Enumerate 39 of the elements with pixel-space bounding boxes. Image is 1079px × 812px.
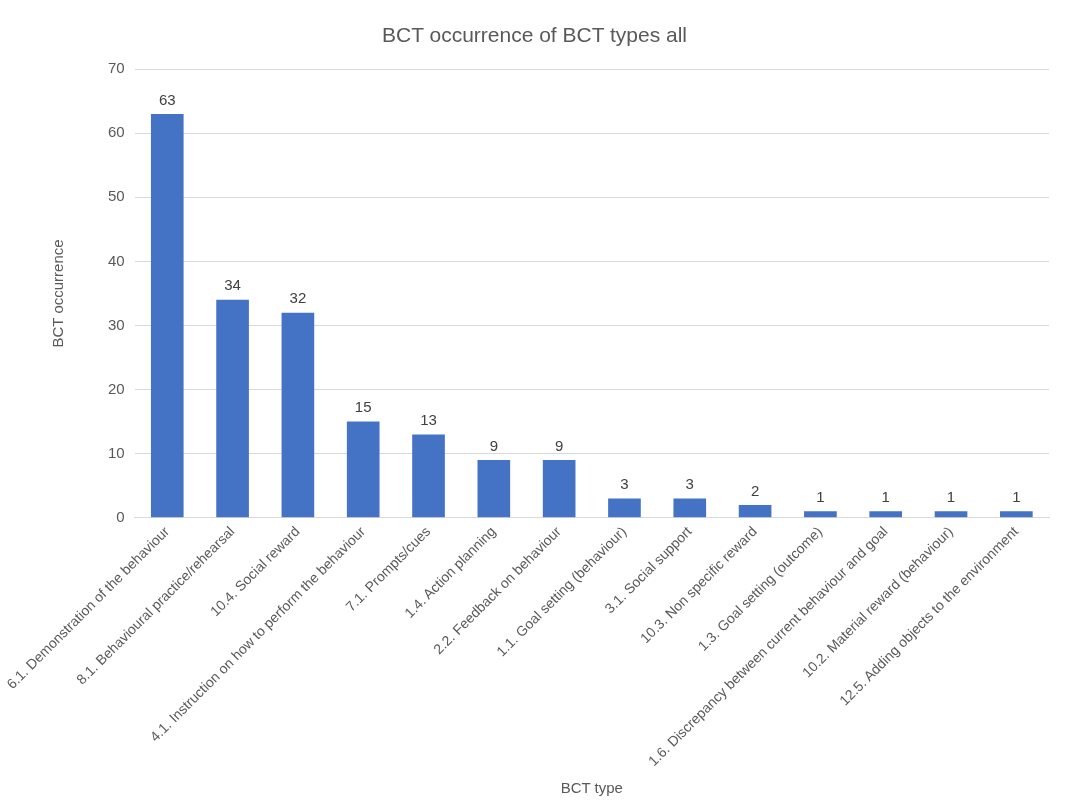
bar [216, 299, 249, 518]
bar [804, 511, 837, 518]
y-tick-label: 20 [107, 379, 125, 397]
bar [477, 460, 511, 518]
data-label: 9 [554, 436, 564, 454]
chart-title: BCT occurrence of BCT types all [381, 23, 688, 47]
y-tick-label: 40 [107, 251, 125, 269]
x-axis-title: BCT type [560, 779, 623, 797]
data-label: 1 [946, 487, 956, 505]
bar [281, 312, 315, 518]
y-axis-title: BCT occurrence [49, 239, 67, 348]
y-tick-label: 60 [107, 123, 125, 141]
bar [608, 498, 641, 518]
bar [346, 421, 380, 518]
data-label: 1 [881, 487, 890, 505]
data-label: 13 [420, 411, 437, 429]
bar [412, 434, 445, 518]
data-label: 34 [224, 276, 241, 294]
bar [934, 511, 968, 518]
bar [542, 460, 576, 518]
data-label: 63 [158, 90, 176, 108]
data-label: 1 [816, 487, 825, 505]
y-tick-label: 70 [107, 59, 125, 77]
y-tick-label: 30 [107, 315, 125, 333]
bar [869, 511, 903, 518]
data-label: 1 [1012, 487, 1021, 505]
y-tick-label: 50 [107, 187, 125, 205]
data-label: 3 [620, 475, 629, 493]
bar [738, 504, 772, 518]
bar [150, 114, 184, 518]
bar [673, 498, 707, 518]
bar [1000, 511, 1033, 518]
y-tick-label: 0 [116, 507, 125, 525]
data-label: 2 [750, 481, 760, 499]
data-label: 32 [289, 289, 307, 307]
data-label: 15 [354, 398, 372, 416]
data-label: 9 [489, 436, 499, 454]
y-tick-label: 10 [107, 443, 125, 461]
data-label: 3 [685, 475, 694, 493]
